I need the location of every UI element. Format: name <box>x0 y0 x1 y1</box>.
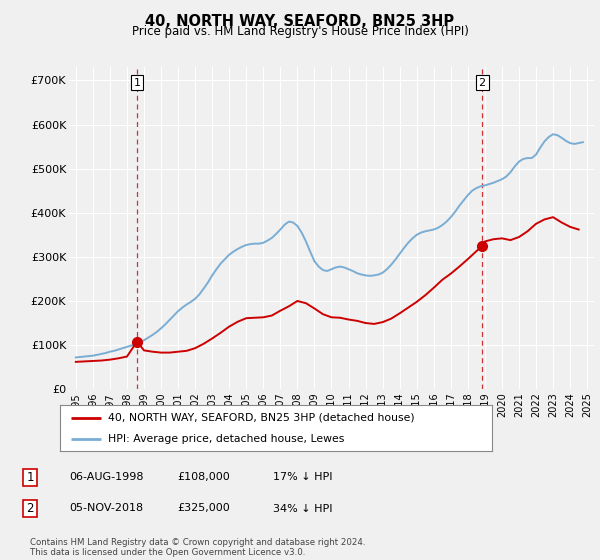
Text: £325,000: £325,000 <box>177 503 230 514</box>
Text: HPI: Average price, detached house, Lewes: HPI: Average price, detached house, Lewe… <box>107 435 344 444</box>
Text: Price paid vs. HM Land Registry's House Price Index (HPI): Price paid vs. HM Land Registry's House … <box>131 25 469 38</box>
Text: 1: 1 <box>26 470 34 484</box>
Text: 40, NORTH WAY, SEAFORD, BN25 3HP (detached house): 40, NORTH WAY, SEAFORD, BN25 3HP (detach… <box>107 413 414 423</box>
Text: 40, NORTH WAY, SEAFORD, BN25 3HP: 40, NORTH WAY, SEAFORD, BN25 3HP <box>145 14 455 29</box>
Text: Contains HM Land Registry data © Crown copyright and database right 2024.
This d: Contains HM Land Registry data © Crown c… <box>30 538 365 557</box>
Text: 1: 1 <box>134 78 140 87</box>
Text: 05-NOV-2018: 05-NOV-2018 <box>69 503 143 514</box>
Text: 17% ↓ HPI: 17% ↓ HPI <box>273 472 332 482</box>
Text: 34% ↓ HPI: 34% ↓ HPI <box>273 503 332 514</box>
Text: 06-AUG-1998: 06-AUG-1998 <box>69 472 143 482</box>
Text: 2: 2 <box>26 502 34 515</box>
Text: £108,000: £108,000 <box>177 472 230 482</box>
Text: 2: 2 <box>479 78 486 87</box>
